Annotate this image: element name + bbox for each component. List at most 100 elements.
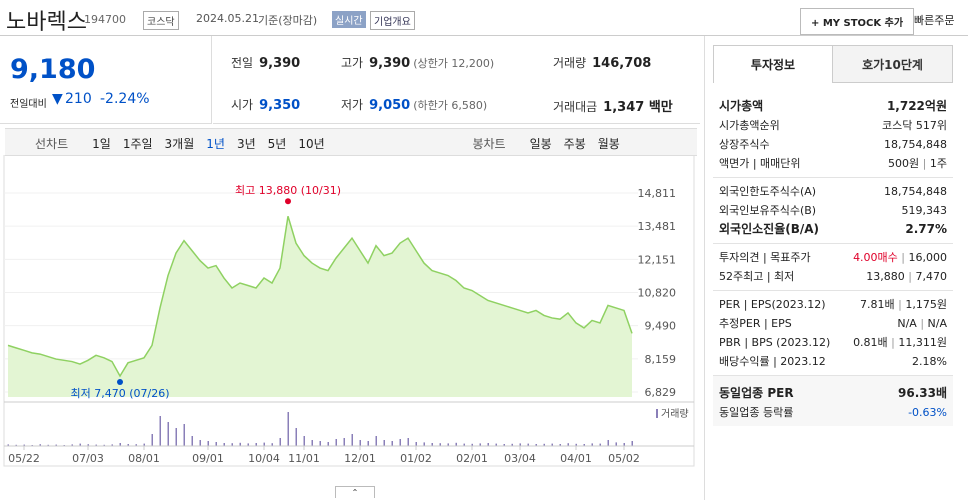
volume-bar <box>455 442 457 446</box>
value: 2.77% <box>905 222 947 236</box>
overview-button[interactable]: 기업개요 <box>370 11 415 30</box>
volume-bar <box>95 444 97 446</box>
volume-bar <box>503 444 505 446</box>
panel-row: 외국인소진율(B/A) 2.77% <box>719 220 947 239</box>
volume-bar <box>375 436 377 446</box>
volume-bar <box>479 443 481 446</box>
quote: 거래량 146,708 <box>553 54 651 71</box>
row-label: 투자의견 | 목표주가 <box>719 251 811 264</box>
header: 노바렉스 194700 코스닥 2024.05.21 기준(장마감) 실시간 기… <box>0 0 968 36</box>
volume-bar <box>311 440 313 446</box>
panel-row: 동일업종 PER 96.33배 <box>719 384 947 403</box>
volume-bar <box>319 441 321 446</box>
value: 18,754,848 <box>884 138 947 151</box>
quote-label: 거래대금 <box>553 100 598 114</box>
tab[interactable]: 월봉 <box>597 137 620 151</box>
volume-bar <box>271 443 273 446</box>
row-value: -0.63% <box>908 403 947 422</box>
line-tab-label: 선차트 <box>35 137 69 151</box>
tab[interactable]: 5년 <box>267 137 287 151</box>
my-stock-button[interactable]: + MY STOCK 추가 <box>800 8 915 35</box>
volume-bar <box>495 443 497 446</box>
x-tick-label: 10/04 <box>248 452 280 465</box>
panel-row: 시가총액 1,722억원 <box>719 97 947 116</box>
price-box: 9,180 전일대비 ▼ 210 -2.24% <box>0 36 212 124</box>
row-value: 96.33배 <box>898 384 947 403</box>
volume-bar <box>615 442 617 446</box>
row-value: N/AN/A <box>897 314 947 333</box>
tab[interactable]: 일봉 <box>529 137 552 151</box>
x-tick-label: 05/22 <box>8 452 40 465</box>
volume-bar <box>399 439 401 446</box>
volume-bar <box>135 444 137 446</box>
volume-bar <box>599 443 601 446</box>
collapse-button[interactable]: ⌃ <box>335 486 375 498</box>
volume-bar <box>391 441 393 446</box>
quote-value: 9,390 <box>369 56 411 71</box>
tab[interactable]: 1주일 <box>122 137 153 151</box>
x-tick-label: 09/01 <box>192 452 224 465</box>
volume-bar <box>143 443 145 446</box>
change: 210 <box>65 91 92 107</box>
volume-legend-swatch <box>656 409 658 418</box>
volume-bar <box>247 443 249 446</box>
volume-bar <box>487 443 489 446</box>
tab[interactable]: 3년 <box>236 137 256 151</box>
panel-row: PER | EPS(2023.12) 7.81배1,175원 <box>719 295 947 314</box>
panel-row: 52주최고 | 최저 13,8807,470 <box>719 267 947 286</box>
tab[interactable]: 3개월 <box>164 137 195 151</box>
stock-code: 194700 <box>84 13 126 26</box>
volume-bar <box>583 444 585 446</box>
volume-bar <box>79 443 81 446</box>
value: 519,343 <box>901 204 948 217</box>
quote-label: 저가 <box>341 98 364 112</box>
value: 96.33배 <box>898 386 947 400</box>
quote-label: 전일 <box>231 56 254 70</box>
volume-bar <box>511 443 513 446</box>
divider <box>704 36 705 500</box>
row-value: 13,8807,470 <box>866 267 947 286</box>
quote-label: 고가 <box>341 56 364 70</box>
quick-order[interactable]: 빠른주문 <box>914 14 955 27</box>
row-label: 외국인한도주식수(A) <box>719 185 817 198</box>
row-value: 500원1주 <box>888 154 947 173</box>
row-value: 코스닥 517위 <box>882 116 947 135</box>
value: N/A <box>917 317 947 330</box>
stock-name: 노바렉스 <box>6 10 87 35</box>
panel-tab[interactable]: 투자정보 <box>713 45 833 83</box>
quote: 거래대금 1,347 백만 <box>553 96 673 115</box>
candle-tabs: 일봉 주봉 월봉 <box>518 137 632 151</box>
volume-bar <box>127 444 129 446</box>
volume-bar <box>239 442 241 446</box>
high-marker <box>285 198 291 205</box>
quote-label: 거래량 <box>553 56 587 70</box>
row-label: 액면가 | 매매단위 <box>719 157 801 170</box>
volume-bar <box>295 428 297 446</box>
row-label: PBR | BPS (2023.12) <box>719 336 831 349</box>
value: 500원 <box>888 157 920 170</box>
tab[interactable]: 1년 <box>206 137 225 151</box>
volume-bar <box>551 443 553 446</box>
volume-bar <box>575 443 577 446</box>
panel-tab[interactable]: 호가10단계 <box>833 45 953 83</box>
panel-row: PBR | BPS (2023.12) 0.81배11,311원 <box>719 333 947 352</box>
realtime-badge[interactable]: 실시간 <box>332 11 366 28</box>
volume-bar <box>111 444 113 446</box>
low-label: 최저 7,470 (07/26) <box>70 387 169 400</box>
y-tick-label: 8,159 <box>645 353 677 366</box>
row-value: 7.81배1,175원 <box>860 295 947 314</box>
volume-bar <box>119 443 121 446</box>
volume-bar <box>607 440 609 446</box>
tab[interactable]: 10년 <box>298 137 325 151</box>
volume-bar <box>15 444 17 446</box>
tab[interactable]: 주봉 <box>563 137 586 151</box>
period-tabs: 선차트 1일 1주일 3개월 1년 3년 5년 10년 봉차트 일봉 주봉 월봉 <box>5 128 697 156</box>
volume-bar <box>631 441 633 446</box>
volume-bar <box>431 443 433 446</box>
row-value: 18,754,848 <box>884 135 947 154</box>
tab[interactable]: 1일 <box>92 137 111 151</box>
change-label: 전일대비 <box>10 99 47 110</box>
row-label: 52주최고 | 최저 <box>719 270 795 283</box>
volume-bar <box>183 424 185 446</box>
